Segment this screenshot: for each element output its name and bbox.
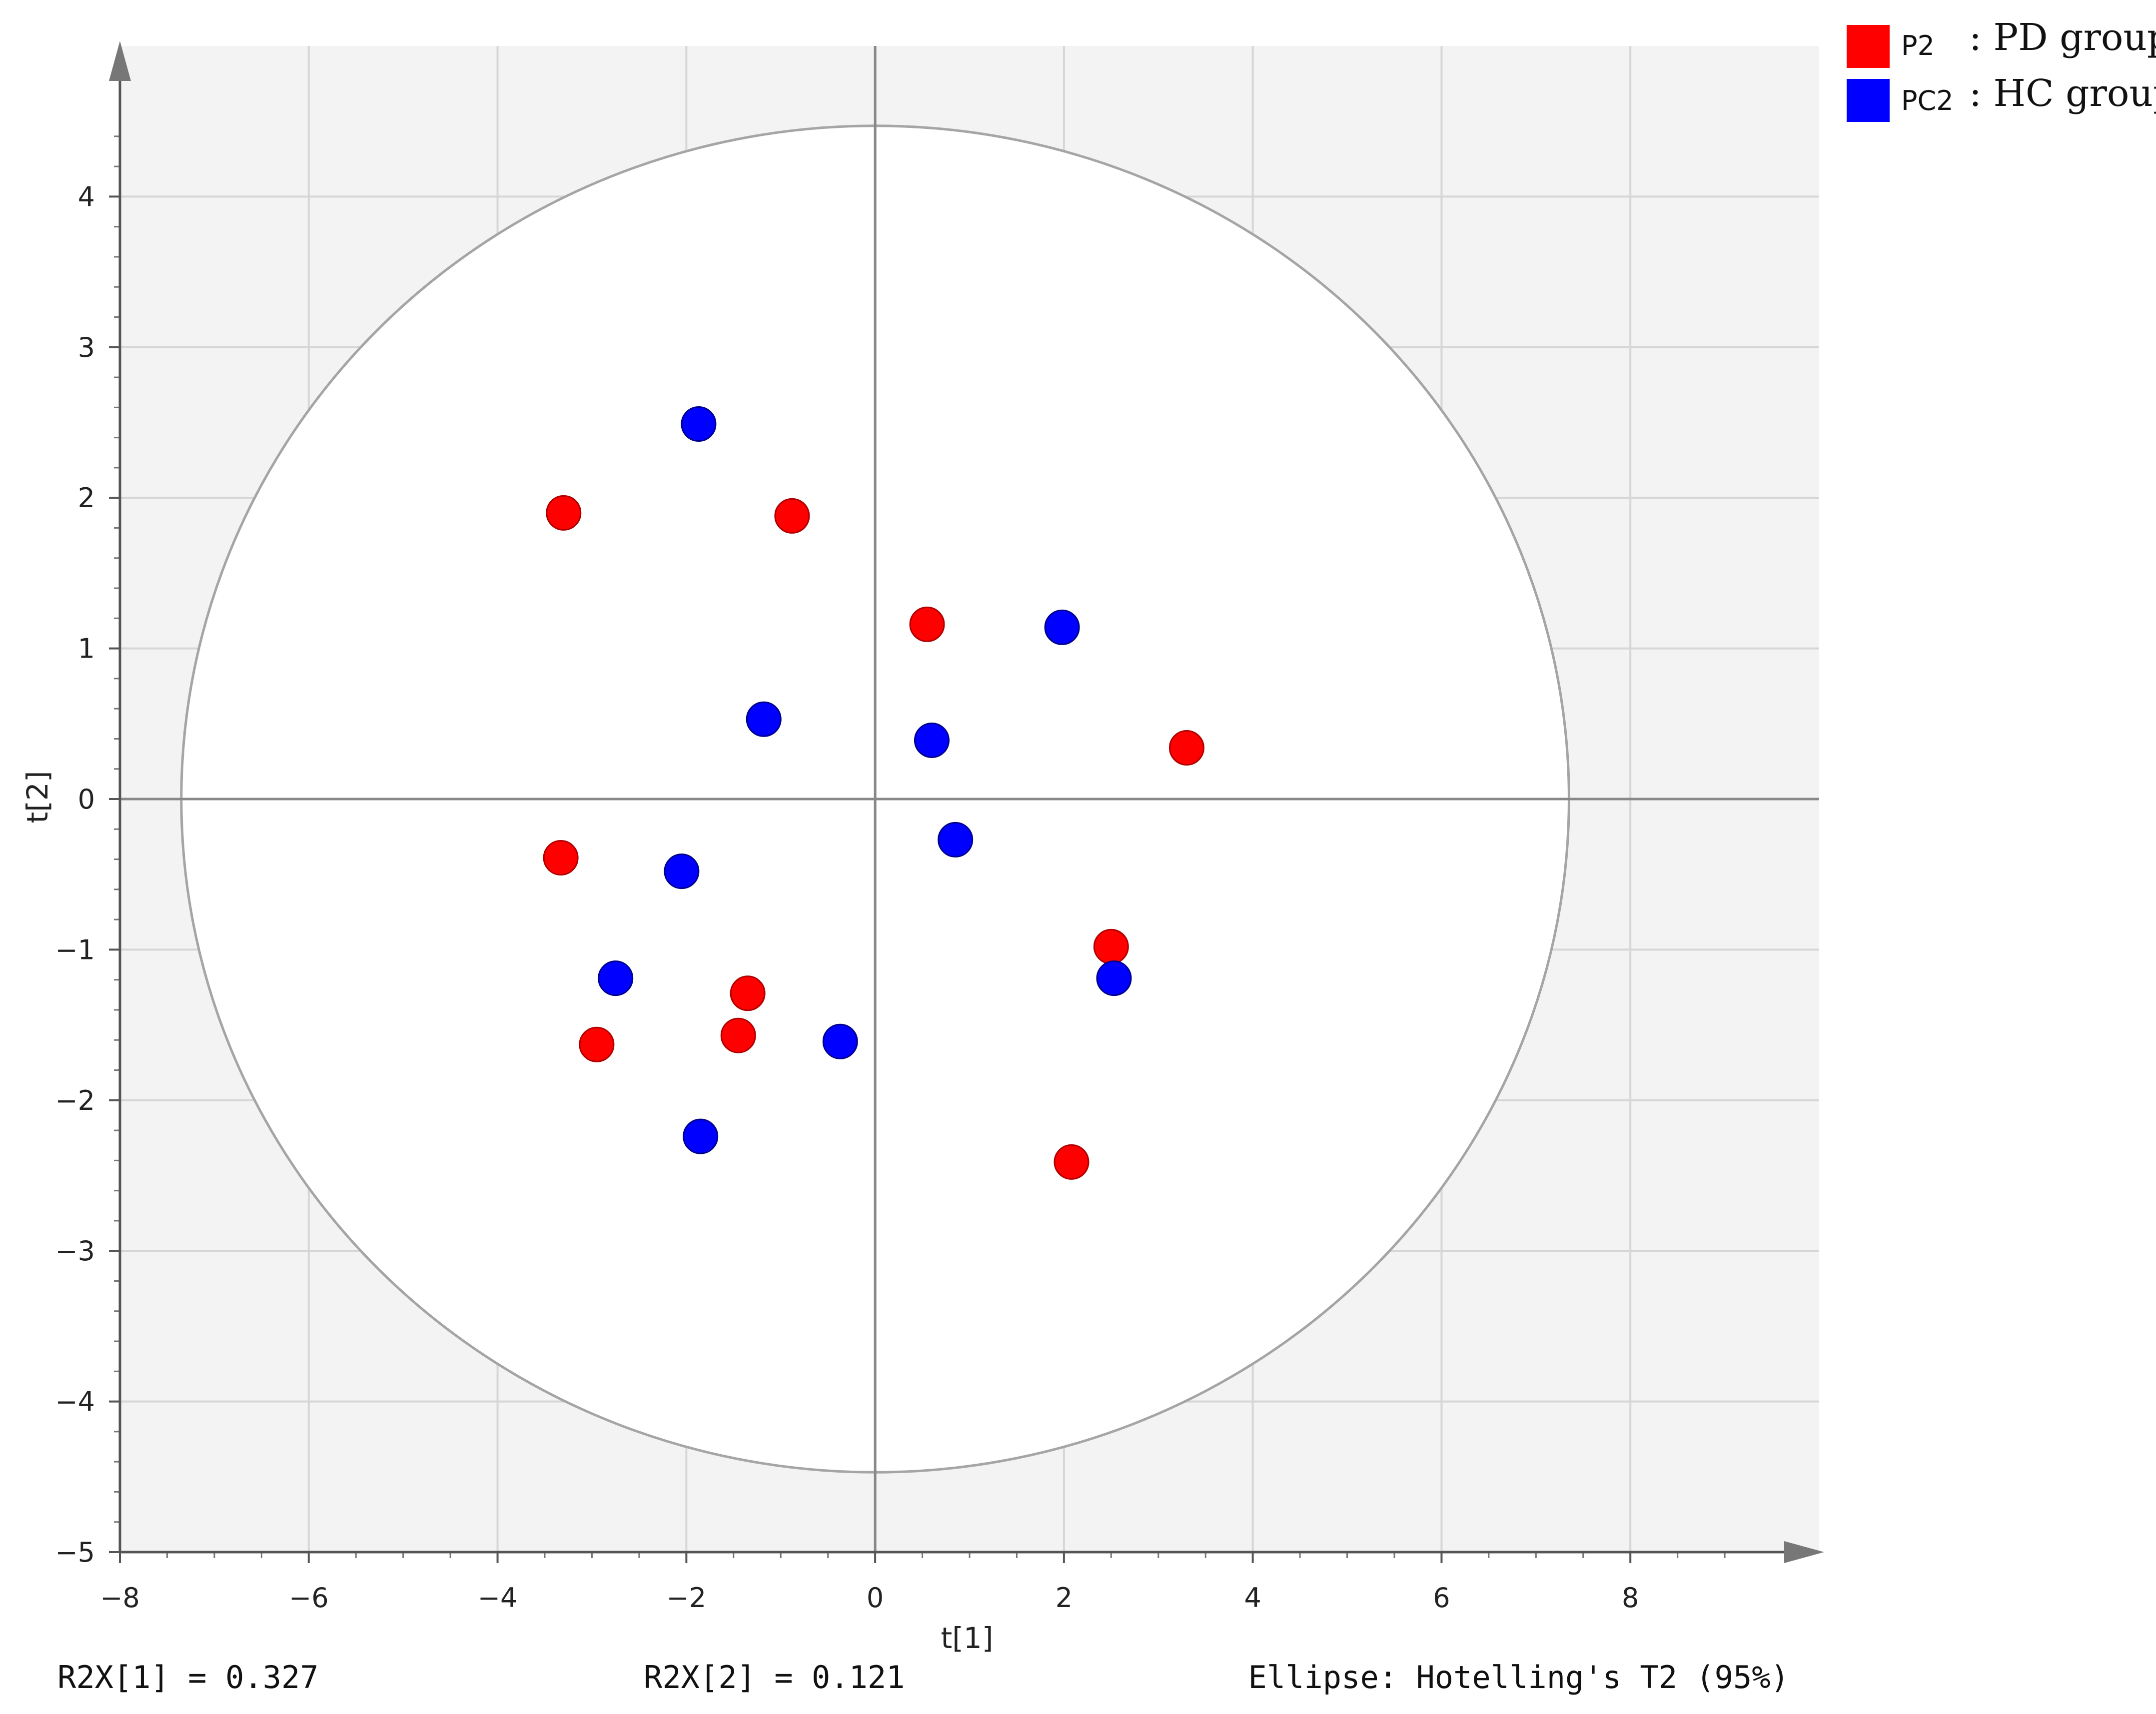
y-tick-label: −3 [55,1235,95,1267]
pd-point [543,840,579,876]
hc-point [1044,609,1080,645]
legend-code-pd: P2 [1901,30,1935,61]
hc-point [938,822,974,857]
x-tick-label: 0 [867,1582,884,1614]
ellipse-note: Ellipse: Hotelling's T2 (95%) [1248,1659,1790,1696]
hc-point [822,1023,858,1059]
legend-code-hc: PC2 [1901,85,1954,116]
y-tick-label: −2 [55,1085,95,1116]
x-axis-title: t[1] [941,1621,994,1655]
hc-point [681,406,717,442]
hc-point [683,1118,719,1154]
x-tick-label: 2 [1056,1582,1073,1614]
pd-point [730,975,766,1011]
x-tick-label: −6 [289,1582,329,1614]
pd-point [720,1017,756,1053]
x-tick-label: −2 [667,1582,707,1614]
hc-point [664,854,700,889]
y-tick-label: 1 [78,633,95,665]
legend-label-pd: : PD group [1969,16,2156,59]
axes [109,41,1824,1563]
y-axis-arrow [109,41,131,81]
x-axis-arrow [1784,1541,1824,1563]
x-tick-label: −8 [100,1582,140,1614]
hc-point [1096,960,1132,996]
y-tick-label: −5 [55,1537,95,1568]
tick-labels: −8 −6 −4 −2 0 2 4 6 8 −5 −4 −3 −2 −1 0 1 2 3 4 [55,181,1639,1614]
zero-lines [120,46,1819,1552]
legend-swatch-pd [1847,25,1890,68]
y-tick-label: 0 [78,784,95,815]
y-tick-label: 2 [78,482,95,514]
pd-point [774,498,810,534]
y-tick-label: −4 [55,1386,95,1418]
legend: P2 : PD group PC2 : HC group [1847,16,2156,122]
x-tick-label: −4 [478,1582,518,1614]
r2x-1-label: R2X[1] = 0.327 [57,1659,319,1696]
legend-label-hc: : HC group [1969,72,2156,115]
y-tick-label: 4 [78,181,95,212]
pd-point [579,1026,615,1062]
y-tick-label: −1 [55,934,95,965]
pd-point [546,495,582,531]
pd-point [1168,730,1204,766]
r2x-2-label: R2X[2] = 0.121 [644,1659,905,1696]
pd-point [1054,1144,1089,1180]
x-tick-label: 8 [1622,1582,1639,1614]
hc-point [746,701,782,737]
pd-point [909,606,945,642]
x-tick-label: 4 [1244,1582,1261,1614]
y-tick-label: 3 [78,332,95,363]
y-axis-title: t[2] [20,771,54,824]
data-points [543,406,1204,1180]
hc-point [598,960,634,996]
x-tick-label: 6 [1433,1582,1450,1614]
hc-point [914,722,950,758]
pd-point [1093,928,1129,964]
legend-swatch-hc [1847,79,1890,122]
